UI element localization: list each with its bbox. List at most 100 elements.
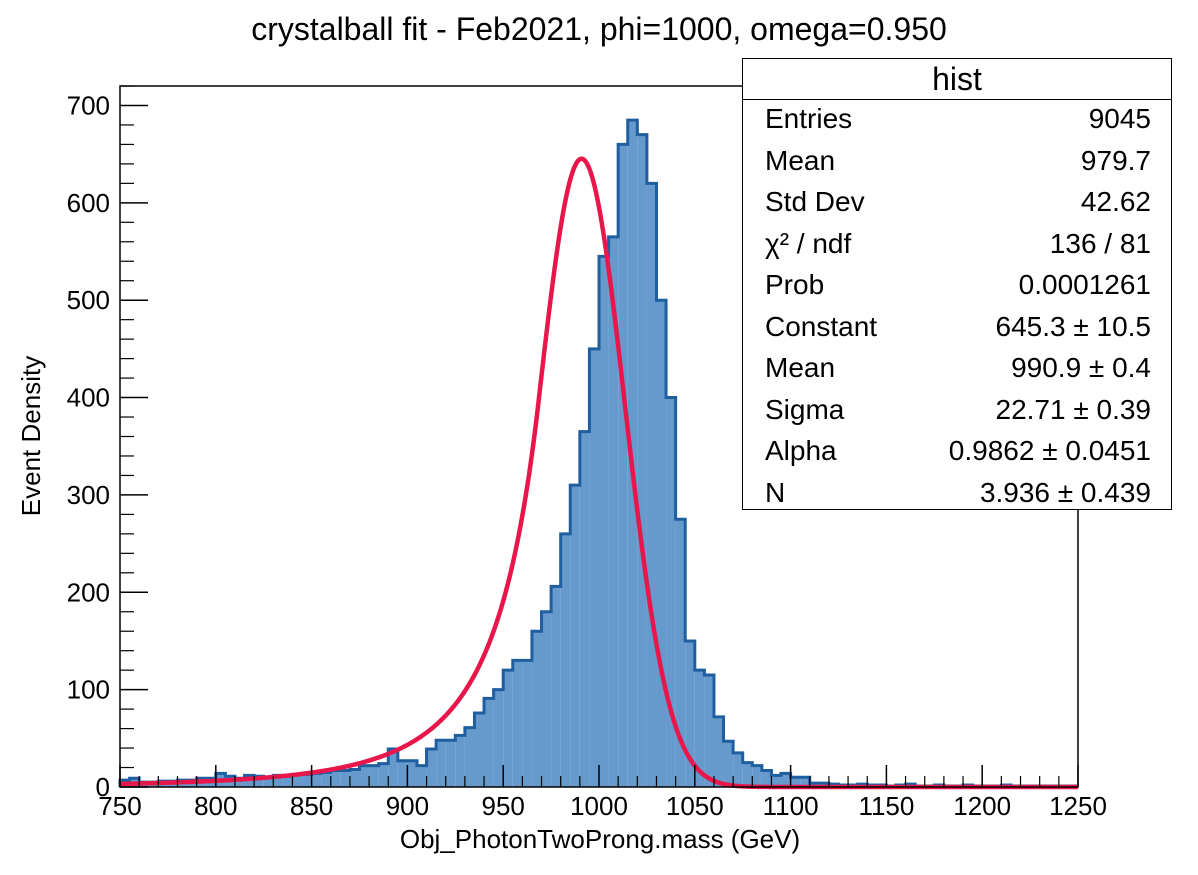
y-axis-label: Event Density xyxy=(16,356,46,516)
stats-row-label: Mean xyxy=(765,352,836,383)
y-tick-label: 0 xyxy=(96,772,110,802)
histogram-bin xyxy=(723,741,734,787)
stats-row-value: 990.9 ± 0.4 xyxy=(1011,352,1151,383)
histogram-bin xyxy=(790,777,801,787)
x-tick-label: 850 xyxy=(290,791,333,821)
histogram-bin xyxy=(464,727,475,787)
stats-row-value: 979.7 xyxy=(1080,144,1151,176)
histogram-bin xyxy=(254,776,264,787)
histogram-bin xyxy=(340,770,350,787)
x-tick-label: 800 xyxy=(194,791,237,821)
stats-row-label: Mean xyxy=(765,144,836,176)
stats-row-value: 136 / 81 xyxy=(1049,227,1151,259)
x-tick-label: 1000 xyxy=(570,791,628,821)
histogram-bin xyxy=(646,183,657,788)
histogram-bars xyxy=(118,118,1078,788)
histogram-bin xyxy=(503,670,513,787)
histogram-bin xyxy=(618,144,628,787)
histogram-bin xyxy=(234,778,245,787)
stats-row-label: χ² / ndf xyxy=(765,227,852,259)
histogram-bin xyxy=(311,773,322,787)
histogram-bin xyxy=(541,611,552,787)
histogram-bin xyxy=(560,533,571,787)
histogram-bin xyxy=(474,713,485,787)
histogram-bin xyxy=(551,586,561,787)
histogram-bin xyxy=(800,777,810,787)
x-tick-label: 1250 xyxy=(1049,791,1107,821)
stats-row-value: 0.0001261 xyxy=(1018,269,1151,300)
x-tick-label: 1050 xyxy=(666,791,724,821)
histogram-bin xyxy=(359,765,370,787)
stats-row-label: Sigma xyxy=(765,393,845,425)
stats-row: Sigma 22.71 ± 0.39 xyxy=(743,394,1171,434)
histogram-bin xyxy=(321,772,331,787)
histogram-bin xyxy=(685,640,695,787)
stats-row-label: N xyxy=(765,476,786,508)
x-tick-label: 900 xyxy=(386,791,429,821)
stats-row: χ² / ndf 136 / 81 xyxy=(743,228,1171,268)
stats-row-label: Alpha xyxy=(765,435,837,466)
stats-box-title: hist xyxy=(743,59,1171,100)
x-tick-label: 950 xyxy=(482,791,525,821)
x-axis-label: Obj_PhotonTwoProng.mass (GeV) xyxy=(400,824,800,854)
histogram-bin xyxy=(608,236,619,787)
histogram-bin xyxy=(599,256,609,787)
histogram-bin xyxy=(292,774,303,787)
histogram-bin xyxy=(579,431,590,787)
stats-row-label: Constant xyxy=(765,310,878,342)
x-tick-label: 1150 xyxy=(858,791,914,821)
y-tick-label: 500 xyxy=(67,285,110,315)
histogram-bin xyxy=(589,348,599,787)
histogram-bin xyxy=(761,770,772,787)
histogram-bin xyxy=(378,763,389,787)
stats-box: hist Entries 9045 Mean 979.7 Std Dev 42.62 χ² … xyxy=(742,58,1172,510)
histogram-bin xyxy=(666,397,676,787)
histogram-bin xyxy=(771,775,782,787)
histogram-bin xyxy=(675,519,686,787)
stats-row: Mean 979.7 xyxy=(743,145,1171,185)
y-tick-label: 400 xyxy=(67,383,110,413)
histogram-bin xyxy=(407,760,417,787)
histogram-bin xyxy=(522,660,532,787)
stats-row-value: 42.62 xyxy=(1080,186,1151,217)
histogram-bin xyxy=(397,760,408,787)
stats-row-value: 0.9862 ± 0.0451 xyxy=(948,435,1151,466)
stats-row: Constant 645.3 ± 10.5 xyxy=(743,311,1171,351)
histogram-bin xyxy=(416,765,427,787)
histogram-bin xyxy=(244,775,255,787)
histogram-bin xyxy=(637,134,647,788)
chart-title: crystalball fit - Feb2021, phi=1000, ome… xyxy=(251,11,947,47)
histogram-bin xyxy=(531,631,542,787)
y-tick-label: 600 xyxy=(67,188,110,218)
stats-row-value: 22.71 ± 0.39 xyxy=(995,393,1152,425)
histogram-bin xyxy=(388,749,398,787)
x-tick-label: 1100 xyxy=(763,791,819,821)
histogram-bin xyxy=(302,774,312,787)
histogram-bin xyxy=(704,675,714,787)
stats-row-value: 9045 xyxy=(1088,103,1151,134)
stats-row: Mean 990.9 ± 0.4 xyxy=(743,352,1171,392)
stats-row: Entries 9045 xyxy=(743,103,1171,143)
histogram-bin xyxy=(733,752,743,787)
histogram-bin xyxy=(713,716,724,787)
histogram-bin xyxy=(436,740,446,787)
histogram-bin xyxy=(752,765,762,787)
stats-row-label: Std Dev xyxy=(765,186,865,217)
stats-row-value: 3.936 ± 0.439 xyxy=(979,476,1151,508)
histogram-bin xyxy=(369,765,379,787)
histogram-bin xyxy=(781,773,791,787)
histogram-bin xyxy=(493,689,504,787)
histogram-bin xyxy=(263,777,274,787)
y-tick-label: 700 xyxy=(67,90,110,120)
y-tick-label: 200 xyxy=(67,577,110,607)
histogram-bin xyxy=(455,735,465,787)
stats-row-value: 645.3 ± 10.5 xyxy=(995,310,1152,342)
histogram-bin xyxy=(349,769,360,787)
x-tick-label: 1200 xyxy=(953,791,1011,821)
stats-row: N 3.936 ± 0.439 xyxy=(743,477,1171,517)
histogram-bin xyxy=(570,485,580,787)
histogram-bin xyxy=(330,770,341,787)
histogram-bin xyxy=(742,762,753,787)
histogram-bin xyxy=(656,300,667,787)
y-tick-label: 100 xyxy=(67,675,110,705)
